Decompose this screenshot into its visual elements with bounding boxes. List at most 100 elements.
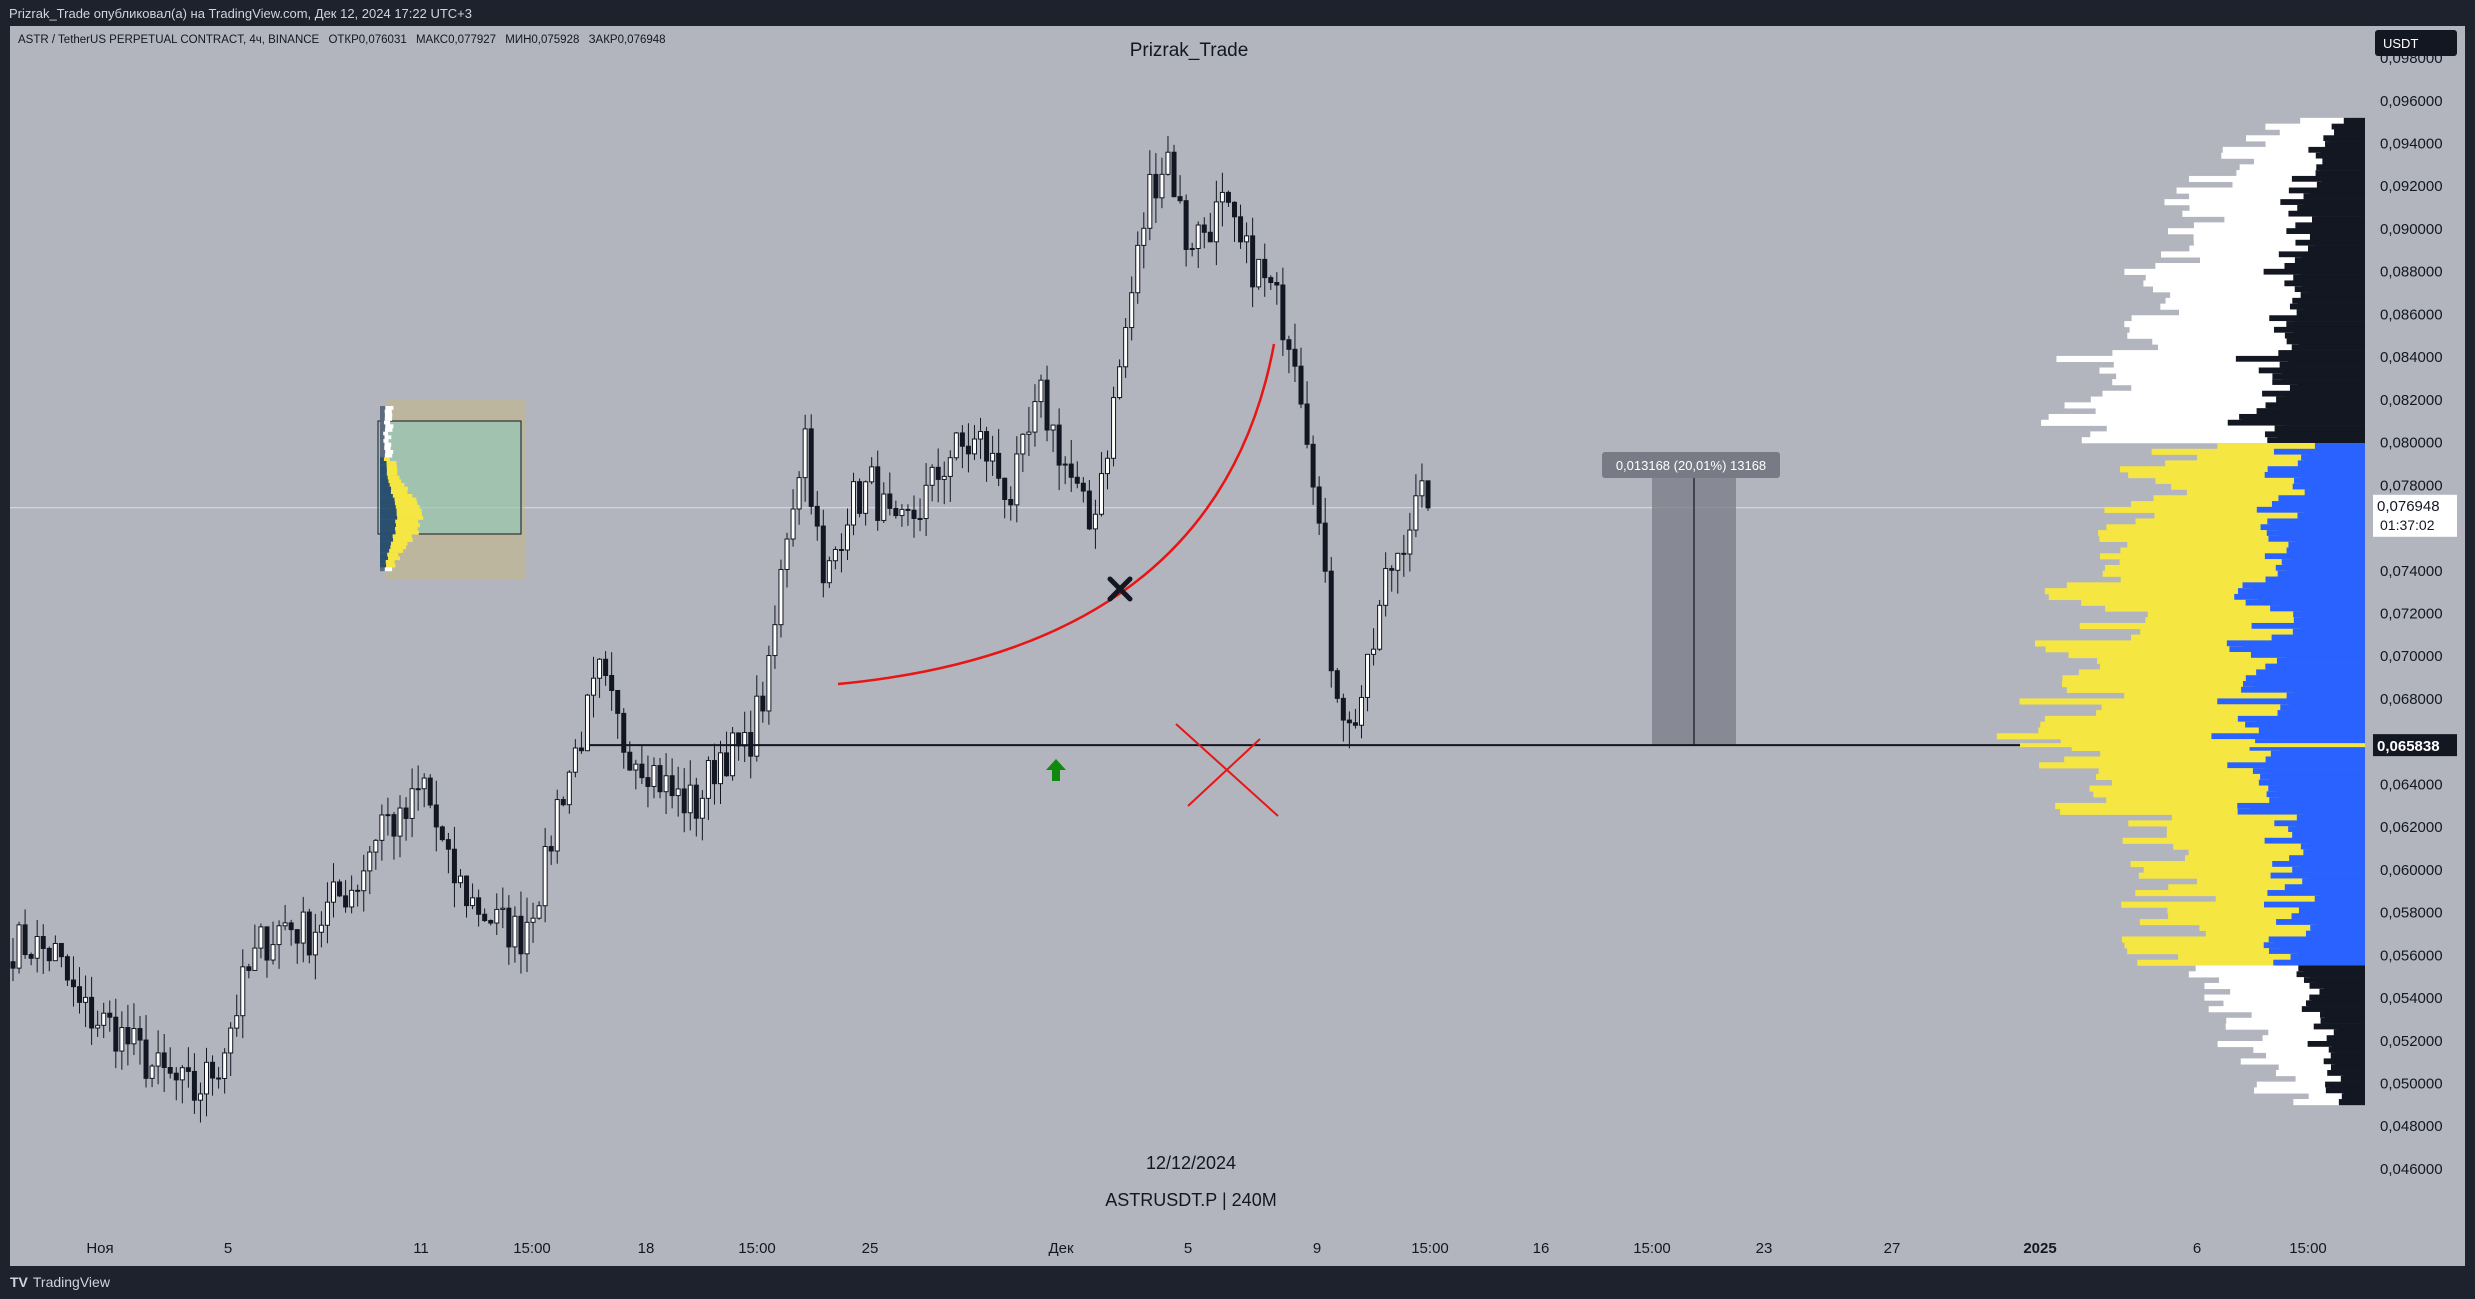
- price-range-tool[interactable]: 0,013168 (20,01%) 13168: [1602, 452, 1780, 746]
- time-tick-label: 27: [1884, 1240, 1901, 1257]
- profile-row: [2143, 280, 2365, 287]
- range-profile-row: [380, 464, 397, 469]
- profile-row: [2152, 286, 2365, 293]
- profile-row: [2152, 338, 2365, 345]
- candle: [1304, 381, 1310, 449]
- candle: [1377, 599, 1383, 651]
- last-price-label: 0,076948 01:37:02: [2373, 494, 2457, 537]
- profile-row: [2120, 576, 2365, 583]
- profile-row: [2223, 1000, 2365, 1007]
- candle: [1080, 477, 1086, 503]
- profile-row: [2135, 890, 2365, 897]
- profile-row: [2127, 948, 2365, 955]
- tradingview-logo-icon: TV: [10, 1274, 28, 1290]
- profile-row: [2101, 704, 2365, 711]
- candle: [482, 908, 488, 922]
- candle: [705, 756, 711, 821]
- candle: [584, 693, 590, 752]
- time-tick-label: 15:00: [2289, 1240, 2327, 1257]
- candle-series[interactable]: [10, 136, 1431, 1123]
- candle: [711, 743, 717, 805]
- profile-row: [2197, 454, 2365, 461]
- price-axis[interactable]: 0,046000 0,048000 0,050000 0,052000 0,054000…: [2380, 50, 2443, 1178]
- range-volume-profile[interactable]: [377, 400, 525, 580]
- range-box-outer: [385, 400, 525, 580]
- profile-row: [2081, 437, 2365, 444]
- candle: [609, 652, 615, 711]
- candle: [929, 464, 935, 502]
- price-tick-label: 0,078000: [2380, 477, 2443, 494]
- profile-row: [2122, 837, 2365, 844]
- candle: [1068, 440, 1074, 492]
- time-tick-label: 16: [1533, 1240, 1550, 1257]
- profile-row: [2275, 1070, 2365, 1077]
- currency-button[interactable]: USDT: [2375, 30, 2457, 56]
- cross-mark-icon: [1107, 576, 1133, 602]
- candle: [397, 795, 403, 858]
- candle: [1231, 201, 1237, 243]
- candle: [1086, 479, 1092, 531]
- candle: [143, 1015, 149, 1088]
- profile-row: [2246, 135, 2365, 142]
- profile-row: [2204, 982, 2365, 990]
- profile-row: [2131, 634, 2365, 641]
- candle: [1129, 276, 1135, 341]
- candle: [1340, 693, 1346, 742]
- profile-row: [2112, 379, 2365, 386]
- candle: [1165, 136, 1171, 176]
- candle: [651, 757, 657, 799]
- chart-pane[interactable]: 0,013168 (20,01%) 13168 0,046000 0,048000…: [10, 26, 2465, 1266]
- chart-canvas[interactable]: 0,013168 (20,01%) 13168 0,046000 0,048000…: [10, 26, 2465, 1266]
- candle: [40, 924, 46, 974]
- profile-row: [2186, 489, 2365, 496]
- profile-row: [2060, 808, 2365, 815]
- legend-high: 0,077927: [448, 34, 496, 46]
- candle: [1177, 175, 1183, 204]
- profile-row: [2176, 187, 2365, 194]
- arc-curve-drawing[interactable]: [837, 343, 1276, 686]
- candle: [1286, 335, 1292, 374]
- profile-row: [2251, 1011, 2365, 1019]
- profile-row: [2188, 971, 2365, 978]
- time-axis[interactable]: Ноя 5 11 15:00 18 15:00 25 Дек 5 9 15:00 16 15:00 23 2…: [86, 1240, 2326, 1257]
- candle: [639, 744, 645, 785]
- candle: [1074, 461, 1080, 489]
- profile-row: [2104, 506, 2365, 513]
- candle: [869, 457, 875, 485]
- candle: [693, 777, 699, 837]
- candle: [935, 448, 941, 503]
- profile-row: [2171, 814, 2365, 821]
- poc-bar: [2020, 743, 2365, 748]
- profile-row: [2293, 1099, 2365, 1106]
- profile-row: [2170, 292, 2365, 299]
- profile-row: [2239, 164, 2365, 171]
- profile-row: [2236, 170, 2365, 177]
- price-tick-label: 0,050000: [2380, 1076, 2443, 1093]
- profile-row: [2219, 977, 2365, 984]
- price-tick-label: 0,052000: [2380, 1033, 2443, 1050]
- profile-row: [2105, 605, 2365, 612]
- range-profile-row: [380, 527, 418, 531]
- profile-row: [2040, 721, 2365, 728]
- candle: [566, 770, 572, 814]
- range-profile-row: [380, 461, 397, 465]
- candle: [415, 765, 421, 811]
- profile-row: [2204, 994, 2365, 1001]
- tradingview-brand[interactable]: TV TradingView: [10, 1274, 110, 1290]
- candle: [1147, 150, 1153, 241]
- profile-row: [2171, 483, 2365, 490]
- profile-row: [2254, 1087, 2365, 1094]
- red-cross-drawing[interactable]: [1175, 723, 1279, 817]
- candle: [1225, 190, 1231, 207]
- profile-row: [2188, 849, 2365, 856]
- candle: [1419, 463, 1425, 508]
- profile-row: [2062, 675, 2365, 682]
- time-tick-label: 5: [224, 1240, 232, 1257]
- candle: [318, 911, 324, 948]
- price-tick-label: 0,084000: [2380, 349, 2443, 366]
- candle: [832, 546, 838, 570]
- profile-row: [2124, 942, 2365, 949]
- candle: [1280, 267, 1286, 356]
- candle: [234, 994, 240, 1037]
- price-tick-label: 0,046000: [2380, 1161, 2443, 1178]
